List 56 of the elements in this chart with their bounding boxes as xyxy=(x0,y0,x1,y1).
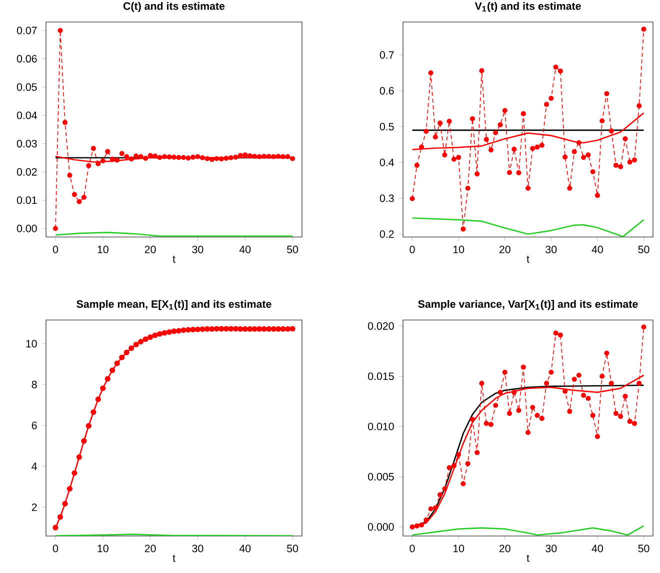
chart-title: V$_{1}$(t) and its estimate xyxy=(474,2,581,12)
x-tick-label: 40 xyxy=(592,246,603,254)
x-tick-label: 10 xyxy=(453,544,464,552)
y-tick-label: 0.7 xyxy=(380,51,394,59)
y-tick-label: 0.6 xyxy=(380,87,394,95)
y-tick-label: 0.020 xyxy=(368,322,394,330)
y-tick-label: 2 xyxy=(32,503,37,511)
y-tick-label: 0.4 xyxy=(380,158,394,166)
y-tick-label: 10 xyxy=(26,340,37,348)
y-tick-label: 0.03 xyxy=(16,140,37,148)
y-tick-label: 4 xyxy=(32,462,37,470)
y-tick-label: 0.5 xyxy=(380,122,394,130)
x-tick-label: 0 xyxy=(52,544,58,552)
x-tick-label: 0 xyxy=(52,246,58,254)
y-tick-label: 0.06 xyxy=(16,54,37,63)
x-axis-title: t xyxy=(172,256,176,263)
y-tick-label: 0.000 xyxy=(368,523,394,531)
x-tick-label: 50 xyxy=(287,544,298,552)
x-tick-label: 0 xyxy=(410,246,415,254)
x-tick-label: 20 xyxy=(499,246,510,254)
x-tick-label: 20 xyxy=(144,544,156,552)
x-tick-label: 30 xyxy=(546,246,557,254)
y-tick-label: 0.00 xyxy=(16,224,37,232)
x-tick-label: 10 xyxy=(98,246,108,254)
y-tick-label: 0.04 xyxy=(16,112,37,120)
chart-title: Sample mean, E[X$_{1}$(t)] and its estimate xyxy=(76,300,272,310)
y-tick-label: 0.015 xyxy=(368,372,394,380)
x-axis-title: t xyxy=(526,554,530,562)
y-tick-label: 0.3 xyxy=(380,194,394,202)
x-axis-title: t xyxy=(172,554,176,562)
y-tick-label: 6 xyxy=(32,422,37,430)
y-tick-label: 0.07 xyxy=(16,26,37,34)
x-tick-label: 50 xyxy=(638,544,650,552)
x-axis-title: t xyxy=(526,256,530,263)
x-tick-label: 0 xyxy=(410,544,415,552)
y-tick-label: 8 xyxy=(32,380,37,388)
x-tick-label: 10 xyxy=(98,544,108,552)
x-tick-label: 40 xyxy=(239,246,251,254)
x-tick-label: 20 xyxy=(499,544,510,552)
y-tick-label: 0.01 xyxy=(16,196,37,204)
x-tick-label: 50 xyxy=(287,246,298,254)
y-tick-label: 0.010 xyxy=(368,422,394,430)
y-tick-label: 0.02 xyxy=(16,168,37,176)
x-tick-label: 30 xyxy=(192,544,204,552)
y-tick-label: 0.005 xyxy=(368,472,394,480)
x-tick-label: 20 xyxy=(144,246,156,254)
y-tick-label: 0.05 xyxy=(16,83,37,91)
x-tick-label: 40 xyxy=(592,544,603,552)
chart-title: Sample variance, Var[X$_{1}$(t)] and its estimate xyxy=(418,300,638,310)
y-tick-label: 0.2 xyxy=(380,230,394,238)
x-tick-label: 40 xyxy=(239,544,251,552)
x-tick-label: 30 xyxy=(546,544,557,552)
x-tick-label: 10 xyxy=(453,246,464,254)
chart-title: C(t) and its estimate xyxy=(123,2,225,12)
x-tick-label: 30 xyxy=(192,246,204,254)
x-tick-label: 50 xyxy=(638,246,650,254)
